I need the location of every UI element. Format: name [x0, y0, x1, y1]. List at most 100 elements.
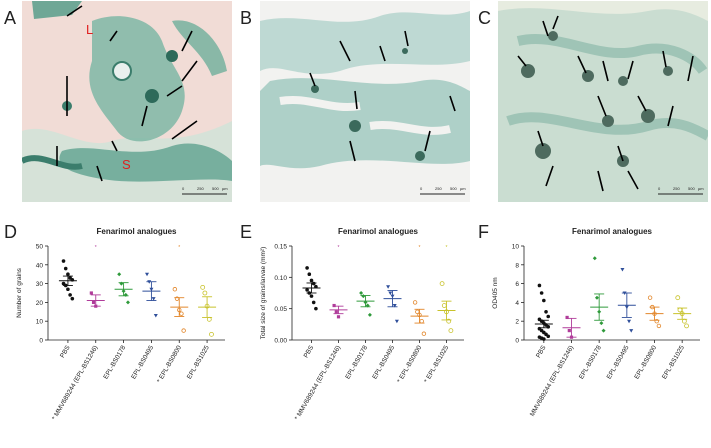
x-tick-label: EPL-BS1025	[661, 344, 686, 380]
panel-letter-d: D	[4, 222, 17, 242]
data-point	[314, 284, 318, 289]
data-point	[677, 307, 683, 313]
x-tick-label: PBS	[535, 344, 548, 359]
x-tick-label: EPL-BS1025	[186, 344, 211, 380]
significance-marker: *	[338, 245, 340, 251]
panel-letter-a: A	[4, 8, 17, 28]
data-point	[647, 295, 653, 300]
data-point	[448, 328, 454, 333]
chart-e: Fenarimol analogues 0.00 0.05 0.10 0.15 Total…	[260, 227, 464, 422]
data-point	[601, 328, 606, 333]
y-tick-label: 10	[36, 319, 44, 326]
panel-letter-f: F	[478, 222, 489, 242]
data-point	[565, 315, 569, 320]
data-point	[153, 314, 158, 318]
x-tick-label: EPL-BS0495	[371, 344, 396, 380]
data-point	[206, 316, 212, 322]
data-point	[412, 300, 418, 305]
data-point	[394, 319, 399, 324]
data-point	[546, 334, 551, 339]
data-point	[597, 309, 602, 314]
data-point	[123, 292, 128, 297]
data-point	[66, 287, 70, 292]
micrograph-b-image: 0 250 500 µm	[260, 1, 470, 202]
data-point	[421, 331, 427, 336]
y-tick-label: 8	[515, 262, 519, 269]
data-point	[68, 293, 72, 297]
data-point	[622, 291, 627, 295]
data-point	[311, 300, 316, 305]
x-tick-label: EPL-BS0800	[633, 344, 658, 380]
data-point	[627, 319, 632, 324]
data-point	[174, 296, 180, 301]
x-tick-label: EPL-BS0178	[578, 344, 603, 380]
data-point	[446, 318, 452, 324]
data-point	[181, 328, 186, 333]
data-point	[681, 318, 687, 324]
data-point	[569, 335, 574, 339]
data-point	[359, 291, 364, 295]
data-point	[177, 307, 182, 313]
scalebar-a-tick-0: 0	[182, 186, 185, 191]
scalebar-b-tick-2: 500	[450, 186, 457, 191]
micrograph-a: L S 0 250 500 µm	[22, 1, 232, 202]
y-tick-label: 6	[515, 281, 519, 288]
data-point	[390, 294, 395, 299]
y-tick-label: 40	[36, 262, 44, 269]
data-point	[386, 285, 391, 289]
data-point	[415, 309, 420, 314]
data-point	[119, 281, 124, 286]
data-point	[620, 268, 625, 272]
data-point	[66, 272, 70, 276]
y-tick-label: 0.00	[274, 338, 287, 345]
data-point	[204, 303, 210, 309]
data-point	[63, 283, 68, 288]
data-point	[307, 272, 312, 276]
data-point	[546, 325, 551, 329]
x-tick-label: PBS	[303, 344, 316, 359]
micrograph-c-image: 0 250 500 µm	[498, 1, 708, 202]
significance-marker: *	[178, 245, 180, 251]
data-point	[417, 312, 422, 318]
y-tick-label: 30	[36, 281, 44, 288]
micrograph-a-image: L S 0 250 500 µm	[22, 1, 232, 202]
data-point	[367, 312, 372, 317]
data-point	[629, 329, 634, 333]
y-tick-label: 4	[515, 300, 519, 307]
x-tick-label: EPL-BS0495	[606, 344, 631, 380]
data-point	[544, 310, 548, 314]
data-point	[546, 314, 551, 319]
scalebar-b-tick-0: 0	[420, 186, 423, 191]
chart-title: Fenarimol analogues	[96, 227, 177, 236]
data-point	[679, 311, 685, 317]
data-point	[117, 272, 122, 277]
scalebar-c-tick-2: 500	[688, 186, 695, 191]
data-point	[311, 281, 316, 286]
data-point	[336, 315, 341, 319]
data-point	[125, 300, 130, 305]
data-point	[361, 294, 366, 299]
data-point	[314, 306, 318, 311]
y-tick-label: 2	[515, 319, 519, 326]
significance-marker: *	[419, 245, 421, 251]
data-point	[537, 283, 542, 288]
scalebar-b-unit: µm	[460, 186, 466, 191]
scalebar-a-unit: µm	[222, 186, 228, 191]
label-l: L	[86, 22, 93, 37]
significance-marker: *	[95, 245, 97, 251]
scalebar-c-unit: µm	[698, 186, 704, 191]
data-point	[419, 318, 424, 324]
chart-title: Fenarimol analogues	[338, 227, 419, 236]
label-s: S	[122, 157, 131, 172]
data-point	[567, 329, 571, 333]
x-tick-label: EPL-BS0178	[102, 344, 127, 380]
x-tick-label: * EPL-BS1025	[423, 344, 450, 384]
scalebar-c-tick-1: 250	[673, 186, 680, 191]
data-point	[656, 323, 662, 329]
data-point	[599, 321, 604, 326]
data-point	[388, 291, 393, 295]
scalebar-c-tick-0: 0	[658, 186, 661, 191]
data-point	[202, 290, 208, 296]
chart-d: Fenarimol analogues 0 10 20 30 40 50 Number of …	[16, 227, 225, 422]
